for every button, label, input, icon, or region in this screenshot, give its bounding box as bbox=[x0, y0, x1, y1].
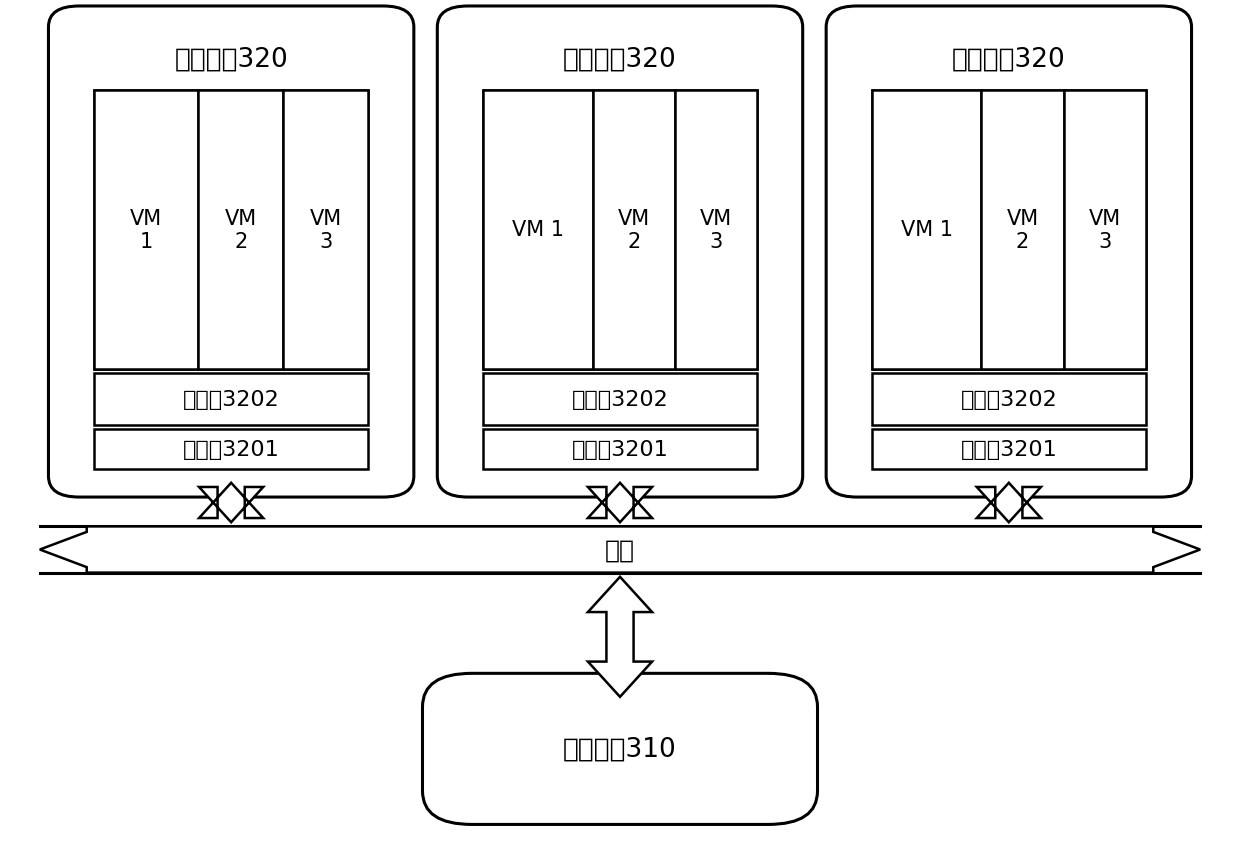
Bar bbox=[482, 91, 593, 370]
Bar bbox=[94, 91, 198, 370]
Bar bbox=[872, 374, 1146, 425]
Text: VM
2: VM 2 bbox=[224, 208, 257, 252]
FancyBboxPatch shape bbox=[48, 7, 414, 497]
Text: VM
1: VM 1 bbox=[130, 208, 162, 252]
Bar bbox=[482, 430, 758, 470]
Bar bbox=[872, 430, 1146, 470]
Text: 计算节点320: 计算节点320 bbox=[563, 46, 677, 73]
Polygon shape bbox=[200, 484, 263, 522]
Text: VM
2: VM 2 bbox=[1007, 208, 1039, 252]
Bar bbox=[198, 91, 283, 370]
Text: 宿主机3202: 宿主机3202 bbox=[572, 389, 668, 409]
Bar bbox=[872, 91, 981, 370]
Text: VM 1: VM 1 bbox=[512, 220, 564, 241]
Text: VM
3: VM 3 bbox=[699, 208, 732, 252]
Bar bbox=[981, 91, 1064, 370]
FancyBboxPatch shape bbox=[438, 7, 802, 497]
Text: 宿主机3202: 宿主机3202 bbox=[961, 389, 1058, 409]
Text: VM
2: VM 2 bbox=[618, 208, 650, 252]
Bar bbox=[593, 91, 675, 370]
Text: 计算节点320: 计算节点320 bbox=[952, 46, 1065, 73]
Bar bbox=[94, 374, 368, 425]
Text: 硬件层3201: 硬件层3201 bbox=[961, 440, 1058, 460]
Polygon shape bbox=[588, 484, 652, 522]
Polygon shape bbox=[977, 484, 1040, 522]
Text: VM
3: VM 3 bbox=[1089, 208, 1121, 252]
Text: 硬件层3201: 硬件层3201 bbox=[182, 440, 279, 460]
Bar bbox=[675, 91, 758, 370]
FancyBboxPatch shape bbox=[826, 7, 1192, 497]
Polygon shape bbox=[588, 577, 652, 697]
Text: 计算节点320: 计算节点320 bbox=[175, 46, 288, 73]
Bar bbox=[872, 91, 1146, 370]
FancyBboxPatch shape bbox=[423, 674, 817, 825]
Bar bbox=[94, 91, 368, 370]
Bar bbox=[94, 430, 368, 470]
Text: 管理节点310: 管理节点310 bbox=[563, 736, 677, 762]
Text: VM 1: VM 1 bbox=[900, 220, 952, 241]
Bar bbox=[283, 91, 368, 370]
Bar bbox=[482, 91, 758, 370]
Bar bbox=[1064, 91, 1146, 370]
Text: 宿主机3202: 宿主机3202 bbox=[182, 389, 279, 409]
Bar bbox=[482, 374, 758, 425]
Polygon shape bbox=[40, 527, 1200, 573]
Text: 硬件层3201: 硬件层3201 bbox=[572, 440, 668, 460]
Text: 网络: 网络 bbox=[605, 538, 635, 562]
Text: VM
3: VM 3 bbox=[310, 208, 342, 252]
